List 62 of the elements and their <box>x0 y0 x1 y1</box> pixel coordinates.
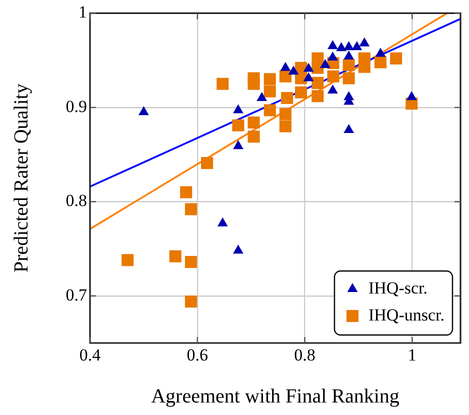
point <box>264 73 276 86</box>
point <box>233 244 244 254</box>
point <box>201 157 214 170</box>
point <box>217 217 228 226</box>
point <box>169 250 182 262</box>
point <box>327 70 340 82</box>
point <box>248 130 260 143</box>
point <box>248 78 260 90</box>
y-tick-label: 1 <box>78 2 87 22</box>
x-tick-label: 0.4 <box>79 346 102 365</box>
legend-label: IHQ-unscr. <box>368 305 445 324</box>
point <box>328 51 338 60</box>
point <box>328 84 338 94</box>
point <box>374 56 387 68</box>
x-tick-label: 1 <box>408 346 416 365</box>
point <box>406 91 417 100</box>
point <box>216 78 229 90</box>
point <box>232 119 244 132</box>
point <box>184 203 197 216</box>
point <box>138 106 149 116</box>
point <box>303 62 314 72</box>
point <box>248 116 260 129</box>
legend-label: IHQ-scr. <box>368 278 428 298</box>
y-axis-title: Predicted Rater Quality <box>10 84 32 273</box>
point <box>312 90 324 102</box>
point <box>312 76 324 89</box>
point <box>184 256 197 268</box>
point <box>233 104 244 114</box>
y-tick-label: 0.8 <box>66 191 87 210</box>
point <box>375 48 386 57</box>
point <box>320 59 330 68</box>
y-tick-label: 0.9 <box>66 96 87 116</box>
point <box>390 52 402 64</box>
x-axis-title: Agreement with Final Ranking <box>151 385 400 408</box>
point <box>279 120 292 132</box>
point <box>342 72 355 84</box>
point <box>358 60 370 73</box>
point <box>344 124 354 134</box>
point <box>280 62 291 71</box>
point <box>279 108 292 120</box>
point <box>122 254 134 266</box>
point <box>279 70 292 82</box>
point <box>184 296 197 308</box>
point <box>264 85 276 98</box>
point <box>180 186 192 198</box>
point <box>336 42 346 52</box>
point <box>344 50 354 60</box>
point <box>256 92 268 102</box>
point <box>264 104 276 116</box>
point <box>233 140 244 150</box>
point <box>342 59 355 72</box>
point <box>344 41 354 50</box>
x-tick-label: 0.8 <box>294 346 316 365</box>
point <box>303 72 314 82</box>
x-tick-label: 0.6 <box>186 346 208 365</box>
point <box>352 41 362 50</box>
point <box>295 86 308 98</box>
point <box>281 92 294 104</box>
y-tick-label: 0.7 <box>66 285 88 304</box>
point <box>328 40 338 50</box>
point <box>359 37 370 46</box>
point <box>288 66 299 75</box>
